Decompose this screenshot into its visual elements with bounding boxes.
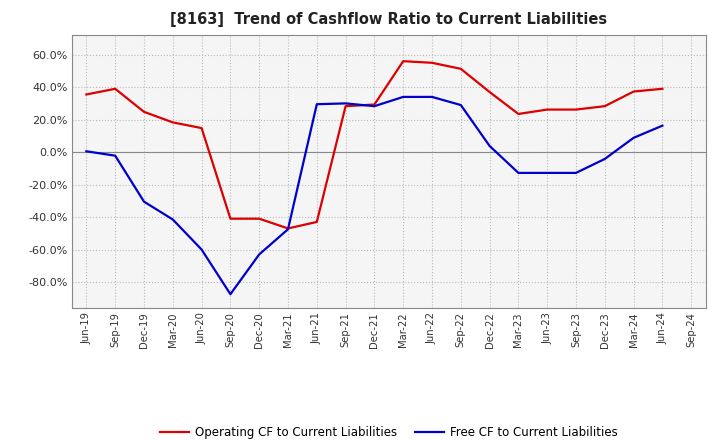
Operating CF to Current Liabilities — [284, 226, 292, 231]
Free CF to Current Liabilities — [284, 227, 292, 232]
Free CF to Current Liabilities — [543, 170, 552, 176]
Operating CF to Current Liabilities — [341, 103, 350, 109]
Free CF to Current Liabilities — [658, 123, 667, 128]
Operating CF to Current Liabilities — [456, 66, 465, 71]
Free CF to Current Liabilities — [255, 252, 264, 257]
Free CF to Current Liabilities — [399, 94, 408, 99]
Operating CF to Current Liabilities — [485, 89, 494, 95]
Operating CF to Current Liabilities — [399, 59, 408, 64]
Operating CF to Current Liabilities — [600, 103, 609, 109]
Operating CF to Current Liabilities — [543, 107, 552, 112]
Free CF to Current Liabilities — [428, 94, 436, 99]
Operating CF to Current Liabilities — [82, 92, 91, 97]
Operating CF to Current Liabilities — [312, 219, 321, 224]
Operating CF to Current Liabilities — [168, 120, 177, 125]
Free CF to Current Liabilities — [168, 217, 177, 222]
Free CF to Current Liabilities — [456, 103, 465, 108]
Free CF to Current Liabilities — [312, 102, 321, 107]
Free CF to Current Liabilities — [111, 153, 120, 158]
Free CF to Current Liabilities — [514, 170, 523, 176]
Operating CF to Current Liabilities — [140, 109, 148, 114]
Line: Operating CF to Current Liabilities: Operating CF to Current Liabilities — [86, 61, 662, 228]
Free CF to Current Liabilities — [82, 149, 91, 154]
Operating CF to Current Liabilities — [514, 111, 523, 117]
Legend: Operating CF to Current Liabilities, Free CF to Current Liabilities: Operating CF to Current Liabilities, Fre… — [155, 422, 623, 440]
Operating CF to Current Liabilities — [197, 125, 206, 131]
Free CF to Current Liabilities — [485, 143, 494, 149]
Operating CF to Current Liabilities — [658, 86, 667, 92]
Operating CF to Current Liabilities — [428, 60, 436, 66]
Operating CF to Current Liabilities — [572, 107, 580, 112]
Free CF to Current Liabilities — [572, 170, 580, 176]
Free CF to Current Liabilities — [226, 292, 235, 297]
Line: Free CF to Current Liabilities: Free CF to Current Liabilities — [86, 97, 662, 294]
Operating CF to Current Liabilities — [370, 102, 379, 107]
Free CF to Current Liabilities — [600, 156, 609, 161]
Free CF to Current Liabilities — [629, 135, 638, 140]
Title: [8163]  Trend of Cashflow Ratio to Current Liabilities: [8163] Trend of Cashflow Ratio to Curren… — [170, 12, 608, 27]
Operating CF to Current Liabilities — [629, 89, 638, 94]
Operating CF to Current Liabilities — [226, 216, 235, 221]
Free CF to Current Liabilities — [197, 247, 206, 252]
Free CF to Current Liabilities — [370, 103, 379, 109]
Operating CF to Current Liabilities — [255, 216, 264, 221]
Free CF to Current Liabilities — [341, 101, 350, 106]
Free CF to Current Liabilities — [140, 199, 148, 204]
Operating CF to Current Liabilities — [111, 86, 120, 92]
